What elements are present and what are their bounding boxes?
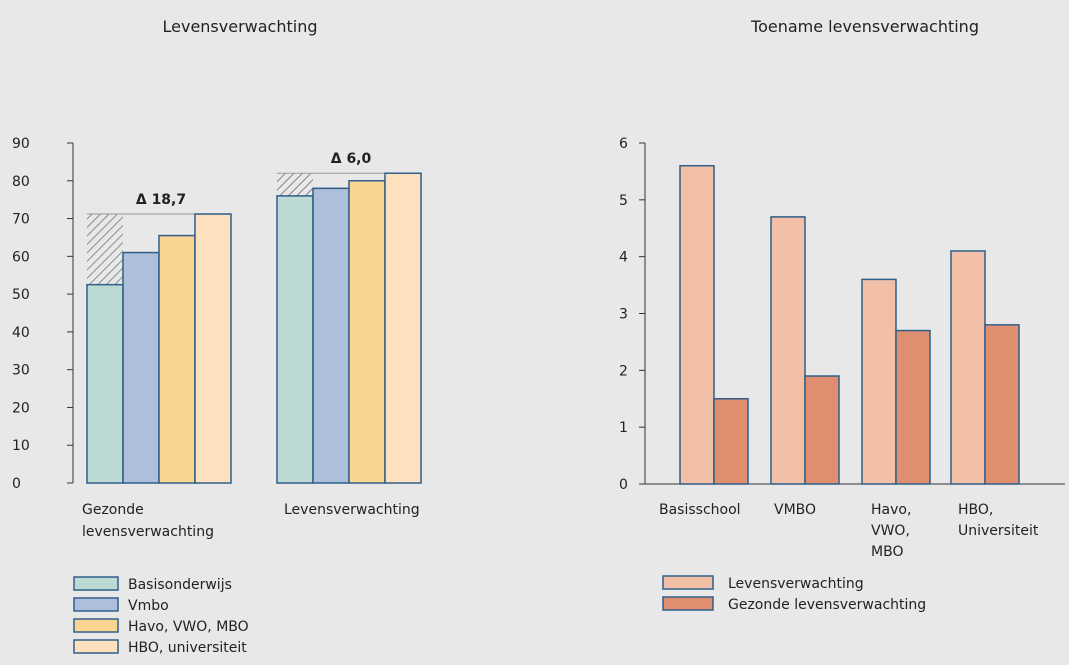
right-category-label: MBO <box>871 544 903 560</box>
left-y-tick-label: 60 <box>12 249 30 265</box>
left-y-tick-label: 20 <box>12 400 30 416</box>
legend-label: Gezonde levensverwachting <box>728 597 926 613</box>
right-category-label: Universiteit <box>958 523 1039 539</box>
legend-swatch <box>73 597 119 612</box>
legend-label: HBO, universiteit <box>128 640 247 656</box>
left-y-tick-label: 70 <box>12 212 30 228</box>
bar <box>194 213 232 484</box>
legend-swatch <box>73 576 119 591</box>
bar <box>713 398 749 485</box>
bar <box>679 164 715 485</box>
legend-swatch <box>662 596 714 611</box>
bar <box>348 180 386 484</box>
left-chart-title: Levensverwachting <box>163 17 318 36</box>
left-chart: Levensverwachting 0 10 20 30 40 50 60 70 80 90 Δ … <box>12 17 422 656</box>
bar <box>804 375 840 485</box>
right-y-tick-label: 2 <box>619 363 628 379</box>
legend-label: Levensverwachting <box>728 576 864 592</box>
bar <box>86 283 124 484</box>
bar <box>276 195 314 484</box>
bar <box>122 251 160 484</box>
legend-label: Havo, VWO, MBO <box>128 619 249 635</box>
right-y-tick-label: 5 <box>619 193 628 209</box>
left-y-tick-label: 80 <box>12 174 30 190</box>
left-y-tick-label: 10 <box>12 438 30 454</box>
right-y-tick-label: 0 <box>619 477 628 493</box>
delta-annotation: Δ 18,7 <box>136 192 186 208</box>
bar <box>312 187 350 484</box>
right-category-label: VWO, <box>871 523 910 539</box>
left-category-label: Gezonde <box>82 502 144 518</box>
right-chart-title: Toename levensverwachting <box>750 17 979 36</box>
right-category-label: Basisschool <box>659 502 741 518</box>
left-category-label: levensverwachting <box>82 524 214 540</box>
delta-hatch <box>277 173 313 196</box>
bar <box>984 324 1020 485</box>
right-y-tick-label: 3 <box>619 307 628 323</box>
bar <box>158 234 196 484</box>
right-category-label: VMBO <box>774 502 816 518</box>
delta-annotation: Δ 6,0 <box>331 151 372 167</box>
legend-label: Vmbo <box>128 598 169 614</box>
left-category-label: Levensverwachting <box>284 502 420 518</box>
left-y-tick-label: 50 <box>12 287 30 303</box>
right-category-label: HBO, <box>958 502 993 518</box>
left-y-tick-label: 0 <box>12 476 21 492</box>
delta-hatch <box>87 214 123 285</box>
legend-label: Basisonderwijs <box>128 577 232 593</box>
bar <box>895 329 931 485</box>
right-y-tick-label: 4 <box>619 250 628 266</box>
left-y-tick-label: 40 <box>12 325 30 341</box>
right-category-label: Havo, <box>871 502 911 518</box>
legend-swatch <box>73 618 119 633</box>
right-y-tick-label: 6 <box>619 136 628 152</box>
bar <box>770 216 806 485</box>
bar <box>384 172 422 484</box>
bar <box>861 278 897 485</box>
left-y-tick-label: 30 <box>12 363 30 379</box>
legend-swatch <box>73 639 119 654</box>
right-chart: Toename levensverwachting 0 1 2 3 4 5 6 Basiss… <box>619 17 1065 613</box>
left-y-tick-label: 90 <box>12 136 30 152</box>
legend-swatch <box>662 575 714 590</box>
right-y-tick-label: 1 <box>619 420 628 436</box>
bar <box>950 250 986 485</box>
